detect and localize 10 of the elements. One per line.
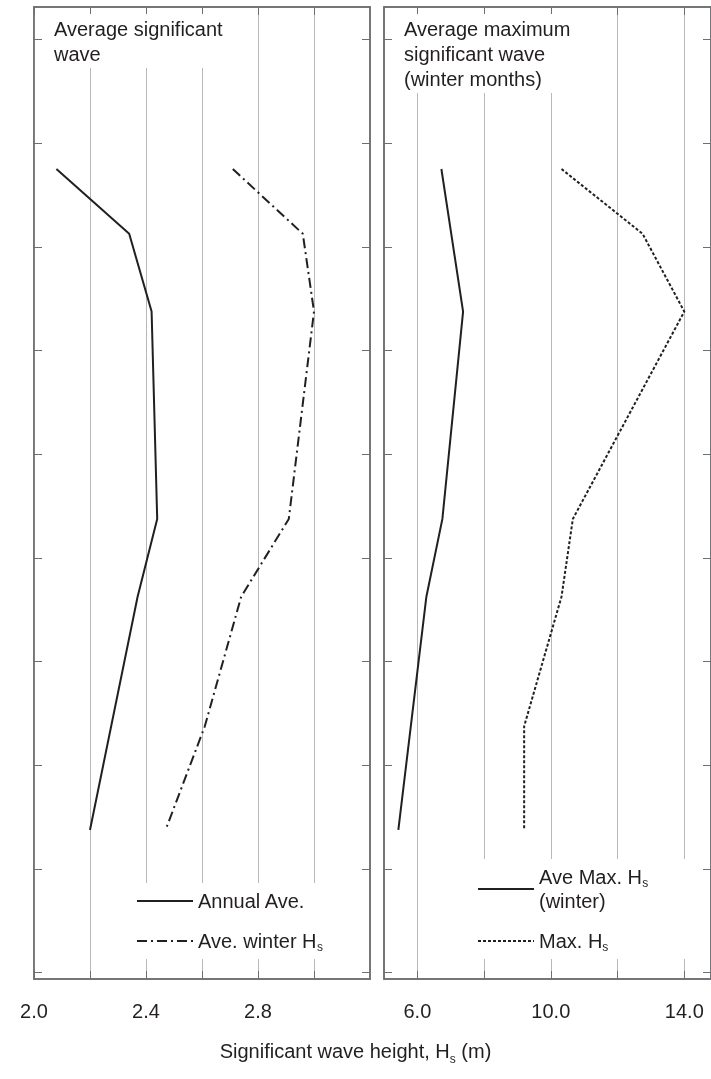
legend-label: Annual Ave. (198, 890, 305, 912)
x-axis-title: Significant wave height, H$_{s}$ (m) (218, 1040, 493, 1066)
x-tick-label: 2.0 (20, 1000, 48, 1022)
x-tick-label: 2.4 (132, 1000, 160, 1022)
x-tick-label: 10.0 (531, 1000, 571, 1022)
x-tick-label: 14.0 (664, 1000, 704, 1022)
text: Average significant wave (53, 17, 229, 65)
text: Average maximum significant wave (winter months) (404, 17, 576, 90)
x-tick-label: 2.8 (244, 1000, 272, 1022)
x-tick-label: 6.0 (403, 1000, 432, 1022)
